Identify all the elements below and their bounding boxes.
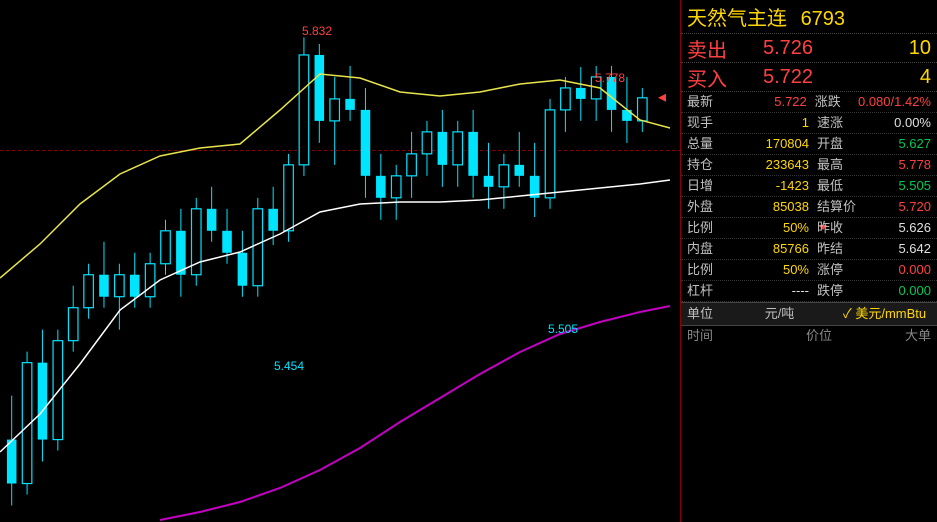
unit-option-cny[interactable]: 元/吨 — [727, 303, 832, 325]
quote-row: 比例50%涨停0.000 — [681, 260, 937, 281]
quote-row: 最新5.722涨跌0.080/1.42% — [681, 92, 937, 113]
row-value2: 0.000 — [861, 260, 937, 280]
unit-option-usd[interactable]: 美元/mmBtu — [832, 303, 937, 325]
row-label: 最新 — [681, 92, 726, 112]
quote-row: 持仓233643最高5.778 — [681, 155, 937, 176]
tick-list-header: 时间 价位 大单 — [681, 326, 937, 346]
quote-row: 比例50%昨收5.626 — [681, 218, 937, 239]
quote-row: 内盘85766昨结5.642 — [681, 239, 937, 260]
quote-row: 日增-1423最低5.505 — [681, 176, 937, 197]
row-label2: 昨收 — [813, 218, 861, 238]
row-value: ---- — [727, 281, 813, 301]
sell-qty: 10 — [843, 37, 931, 60]
quote-row: 总量170804开盘5.627 — [681, 134, 937, 155]
row-value2: 5.626 — [861, 218, 937, 238]
svg-text:5.505: 5.505 — [548, 322, 578, 336]
row-value2: 0.00% — [861, 113, 937, 133]
quote-row: 外盘85038结算价5.720 — [681, 197, 937, 218]
row-label: 内盘 — [681, 239, 727, 259]
unit-label: 单位 — [681, 303, 727, 325]
svg-text:5.454: 5.454 — [274, 359, 304, 373]
row-label: 持仓 — [681, 155, 727, 175]
row-value: 170804 — [727, 134, 813, 154]
unit-selector: 单位 元/吨 美元/mmBtu — [681, 302, 937, 326]
buy-label: 买入 — [687, 63, 733, 92]
sell-price: 5.726 — [733, 37, 843, 60]
row-label: 现手 — [681, 113, 727, 133]
row-value: 1 — [727, 113, 813, 133]
row-value: 50% — [727, 218, 813, 238]
row-label2: 昨结 — [813, 239, 861, 259]
row-value: 85766 — [727, 239, 813, 259]
sell-label: 卖出 — [687, 34, 733, 63]
row-value2: 5.505 — [861, 176, 937, 196]
row-label2: 最高 — [813, 155, 861, 175]
row-value: 85038 — [727, 197, 813, 217]
row-label: 杠杆 — [681, 281, 727, 301]
hdr-bigorder: 大单 — [871, 326, 937, 346]
quote-panel: 天然气主连 6793 卖出 5.726 10 买入 5.722 4 最新5.72… — [680, 0, 937, 522]
row-label2: 结算价 — [813, 197, 861, 217]
buy-qty: 4 — [843, 66, 931, 89]
row-label: 比例 — [681, 260, 727, 280]
row-value2: 0.000 — [861, 281, 937, 301]
row-value2: 5.627 — [861, 134, 937, 154]
row-label2: 涨跌 — [811, 92, 858, 112]
quote-row: 杠杆----跌停0.000 — [681, 281, 937, 302]
hdr-price: 价位 — [767, 326, 871, 346]
row-label2: 跌停 — [813, 281, 861, 301]
row-value: -1423 — [727, 176, 813, 196]
row-label: 总量 — [681, 134, 727, 154]
instrument-name: 天然气主连 — [687, 8, 787, 30]
row-value: 50% — [727, 260, 813, 280]
row-label: 比例 — [681, 218, 727, 238]
row-value: 5.722 — [726, 92, 811, 112]
quote-row: 现手1速涨0.00% — [681, 113, 937, 134]
row-value: 233643 — [727, 155, 813, 175]
row-value2: 5.778 — [861, 155, 937, 175]
buy-price: 5.722 — [733, 66, 843, 89]
svg-text:5.778: 5.778 — [595, 71, 625, 85]
sell-row[interactable]: 卖出 5.726 10 — [681, 34, 937, 63]
instrument-code: 6793 — [801, 8, 846, 30]
row-value2: 0.080/1.42% — [858, 92, 937, 112]
row-value2: 5.720 — [861, 197, 937, 217]
row-label: 日增 — [681, 176, 727, 196]
row-label2: 速涨 — [813, 113, 861, 133]
row-label2: 最低 — [813, 176, 861, 196]
row-label2: 涨停 — [813, 260, 861, 280]
row-label: 外盘 — [681, 197, 727, 217]
row-label2: 开盘 — [813, 134, 861, 154]
candlestick-chart[interactable]: 5.832 5.778 5.454 5.505 — [0, 0, 680, 522]
row-value2: 5.642 — [861, 239, 937, 259]
svg-text:5.832: 5.832 — [302, 24, 332, 38]
buy-row[interactable]: 买入 5.722 4 — [681, 63, 937, 92]
instrument-title: 天然气主连 6793 — [681, 0, 937, 34]
hdr-time: 时间 — [681, 326, 767, 346]
